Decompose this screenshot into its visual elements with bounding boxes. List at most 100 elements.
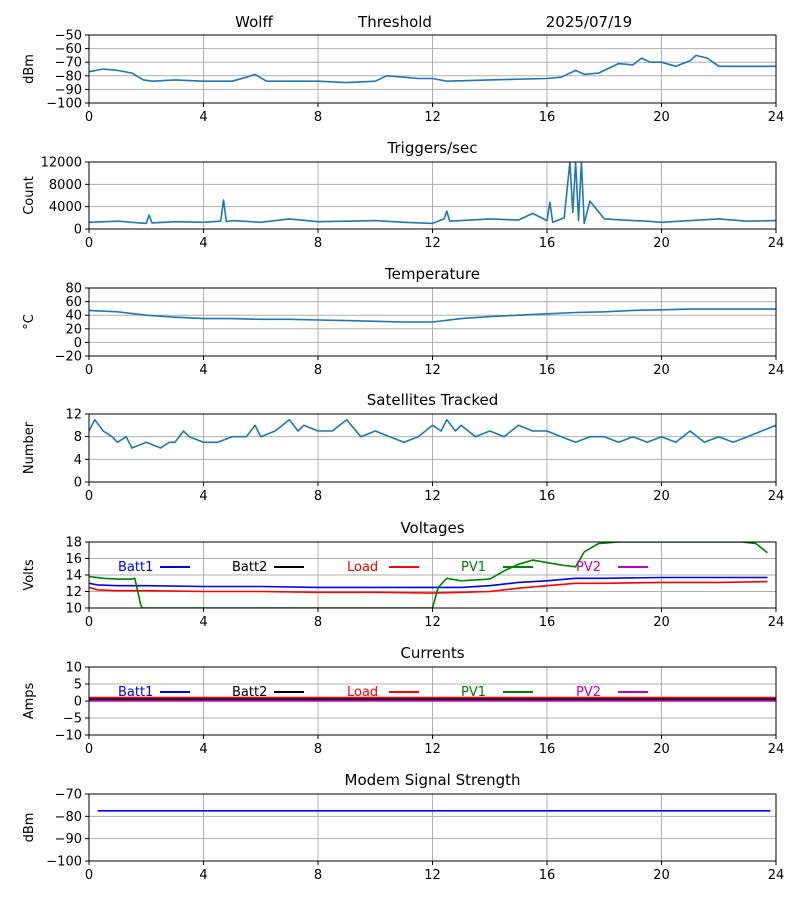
x-tick-label: 24 <box>768 236 785 251</box>
y-tick-label: −10 <box>55 729 82 744</box>
x-tick-label: 12 <box>424 615 441 630</box>
x-tick-label: 16 <box>539 363 556 378</box>
x-tick-label: 8 <box>314 110 322 125</box>
panel-title: Temperature <box>384 265 480 283</box>
y-tick-label: −90 <box>55 832 82 847</box>
y-tick-label: 40 <box>65 309 82 324</box>
legend-label-batt2: Batt2 <box>232 685 267 700</box>
x-tick-label: 12 <box>424 363 441 378</box>
y-tick-label: −5 <box>63 712 82 727</box>
series-line-data <box>89 308 776 323</box>
x-tick-label: 12 <box>424 868 441 883</box>
legend-label-batt2: Batt2 <box>232 560 267 575</box>
x-tick-label: 4 <box>199 110 207 125</box>
x-tick-label: 8 <box>314 489 322 504</box>
panel-satellites-tracked: 0 4 8 12 16 20 24 0 4 8 12 Satellites Tracked Number <box>22 391 784 504</box>
panel-title: Modem Signal Strength <box>345 771 521 789</box>
y-tick-label: 20 <box>65 322 82 337</box>
x-tick-label: 4 <box>199 615 207 630</box>
series-group <box>89 696 776 702</box>
x-tick-label: 20 <box>653 110 670 125</box>
legend-label-pv2: PV2 <box>576 685 601 700</box>
y-tick-label: −70 <box>55 788 82 803</box>
y-axis-label: Volts <box>22 559 37 591</box>
panel-title: Triggers/sec <box>387 139 478 157</box>
x-tick-label: 12 <box>424 742 441 757</box>
y-tick-label: 60 <box>65 295 82 310</box>
x-tick-label: 12 <box>424 110 441 125</box>
series-group <box>89 54 776 84</box>
y-tick-label: −100 <box>46 97 82 112</box>
x-tick-label: 16 <box>539 868 556 883</box>
y-tick-label: 8 <box>74 430 82 445</box>
x-tick-label: 20 <box>653 868 670 883</box>
legend-label-batt1: Batt1 <box>118 685 153 700</box>
legend-label-load: Load <box>347 685 378 700</box>
x-tick-label: 0 <box>85 742 93 757</box>
x-tick-label: 0 <box>85 363 93 378</box>
x-tick-label: 16 <box>539 110 556 125</box>
series-line-load <box>89 580 768 594</box>
y-tick-label: 10 <box>65 661 82 676</box>
x-tick-label: 0 <box>85 489 93 504</box>
y-tick-label: 10 <box>65 602 82 617</box>
y-tick-label: 16 <box>65 552 82 567</box>
report-date: 2025/07/19 <box>546 13 632 31</box>
y-tick-label: 0 <box>74 223 82 238</box>
y-axis-label: Count <box>22 176 37 215</box>
panel-modem-signal-strength: 0 4 8 12 16 20 24 −100 −90 −80 −70 Modem Signal Str… <box>22 771 784 883</box>
x-tick-label: 16 <box>539 742 556 757</box>
series-line-pv1 <box>89 542 768 608</box>
x-tick-label: 4 <box>199 742 207 757</box>
x-tick-label: 24 <box>768 742 785 757</box>
y-tick-label: −100 <box>46 855 82 870</box>
series-group <box>89 542 768 608</box>
x-tick-label: 20 <box>653 236 670 251</box>
y-tick-label: 4000 <box>49 200 82 215</box>
gridlines <box>88 793 777 862</box>
y-tick-label: 4 <box>74 453 82 468</box>
legend-label-pv1: PV1 <box>461 685 486 700</box>
x-tick-label: 24 <box>768 615 785 630</box>
x-tick-label: 4 <box>199 489 207 504</box>
y-tick-label: 80 <box>65 282 82 297</box>
y-tick-label: 12 <box>65 408 82 423</box>
y-tick-label: −90 <box>55 83 82 98</box>
x-tick-label: 12 <box>424 236 441 251</box>
x-tick-label: 20 <box>653 363 670 378</box>
gridlines <box>88 161 777 230</box>
series-line-batt1 <box>89 576 768 589</box>
y-tick-label: −60 <box>55 42 82 57</box>
legend: Batt1 Batt2 Load PV1 PV2 <box>118 560 648 575</box>
y-axis-label: dBm <box>22 813 37 843</box>
x-tick-label: 8 <box>314 363 322 378</box>
y-tick-label: −80 <box>55 69 82 84</box>
x-tick-label: 0 <box>85 615 93 630</box>
legend-label-batt1: Batt1 <box>118 560 153 575</box>
y-tick-label: 0 <box>74 336 82 351</box>
y-axis-label: Amps <box>22 682 37 719</box>
x-tick-label: 4 <box>199 363 207 378</box>
series-line-data <box>89 54 776 84</box>
x-tick-label: 8 <box>314 742 322 757</box>
y-tick-label: −80 <box>55 810 82 825</box>
x-tick-label: 24 <box>768 868 785 883</box>
legend-label-pv2: PV2 <box>576 560 601 575</box>
x-tick-label: 20 <box>653 742 670 757</box>
x-tick-label: 16 <box>539 489 556 504</box>
y-axis-label: °C <box>22 314 37 330</box>
y-tick-label: 12000 <box>41 156 82 171</box>
x-tick-label: 24 <box>768 489 785 504</box>
series-group <box>89 418 776 449</box>
y-tick-label: 12 <box>65 585 82 600</box>
y-tick-label: 18 <box>65 536 82 551</box>
series-group <box>89 162 776 225</box>
y-axis-label: dBm <box>22 54 37 84</box>
legend-label-pv1: PV1 <box>461 560 486 575</box>
x-tick-label: 12 <box>424 489 441 504</box>
x-tick-label: 0 <box>85 110 93 125</box>
station-name: Wolff <box>235 13 273 31</box>
